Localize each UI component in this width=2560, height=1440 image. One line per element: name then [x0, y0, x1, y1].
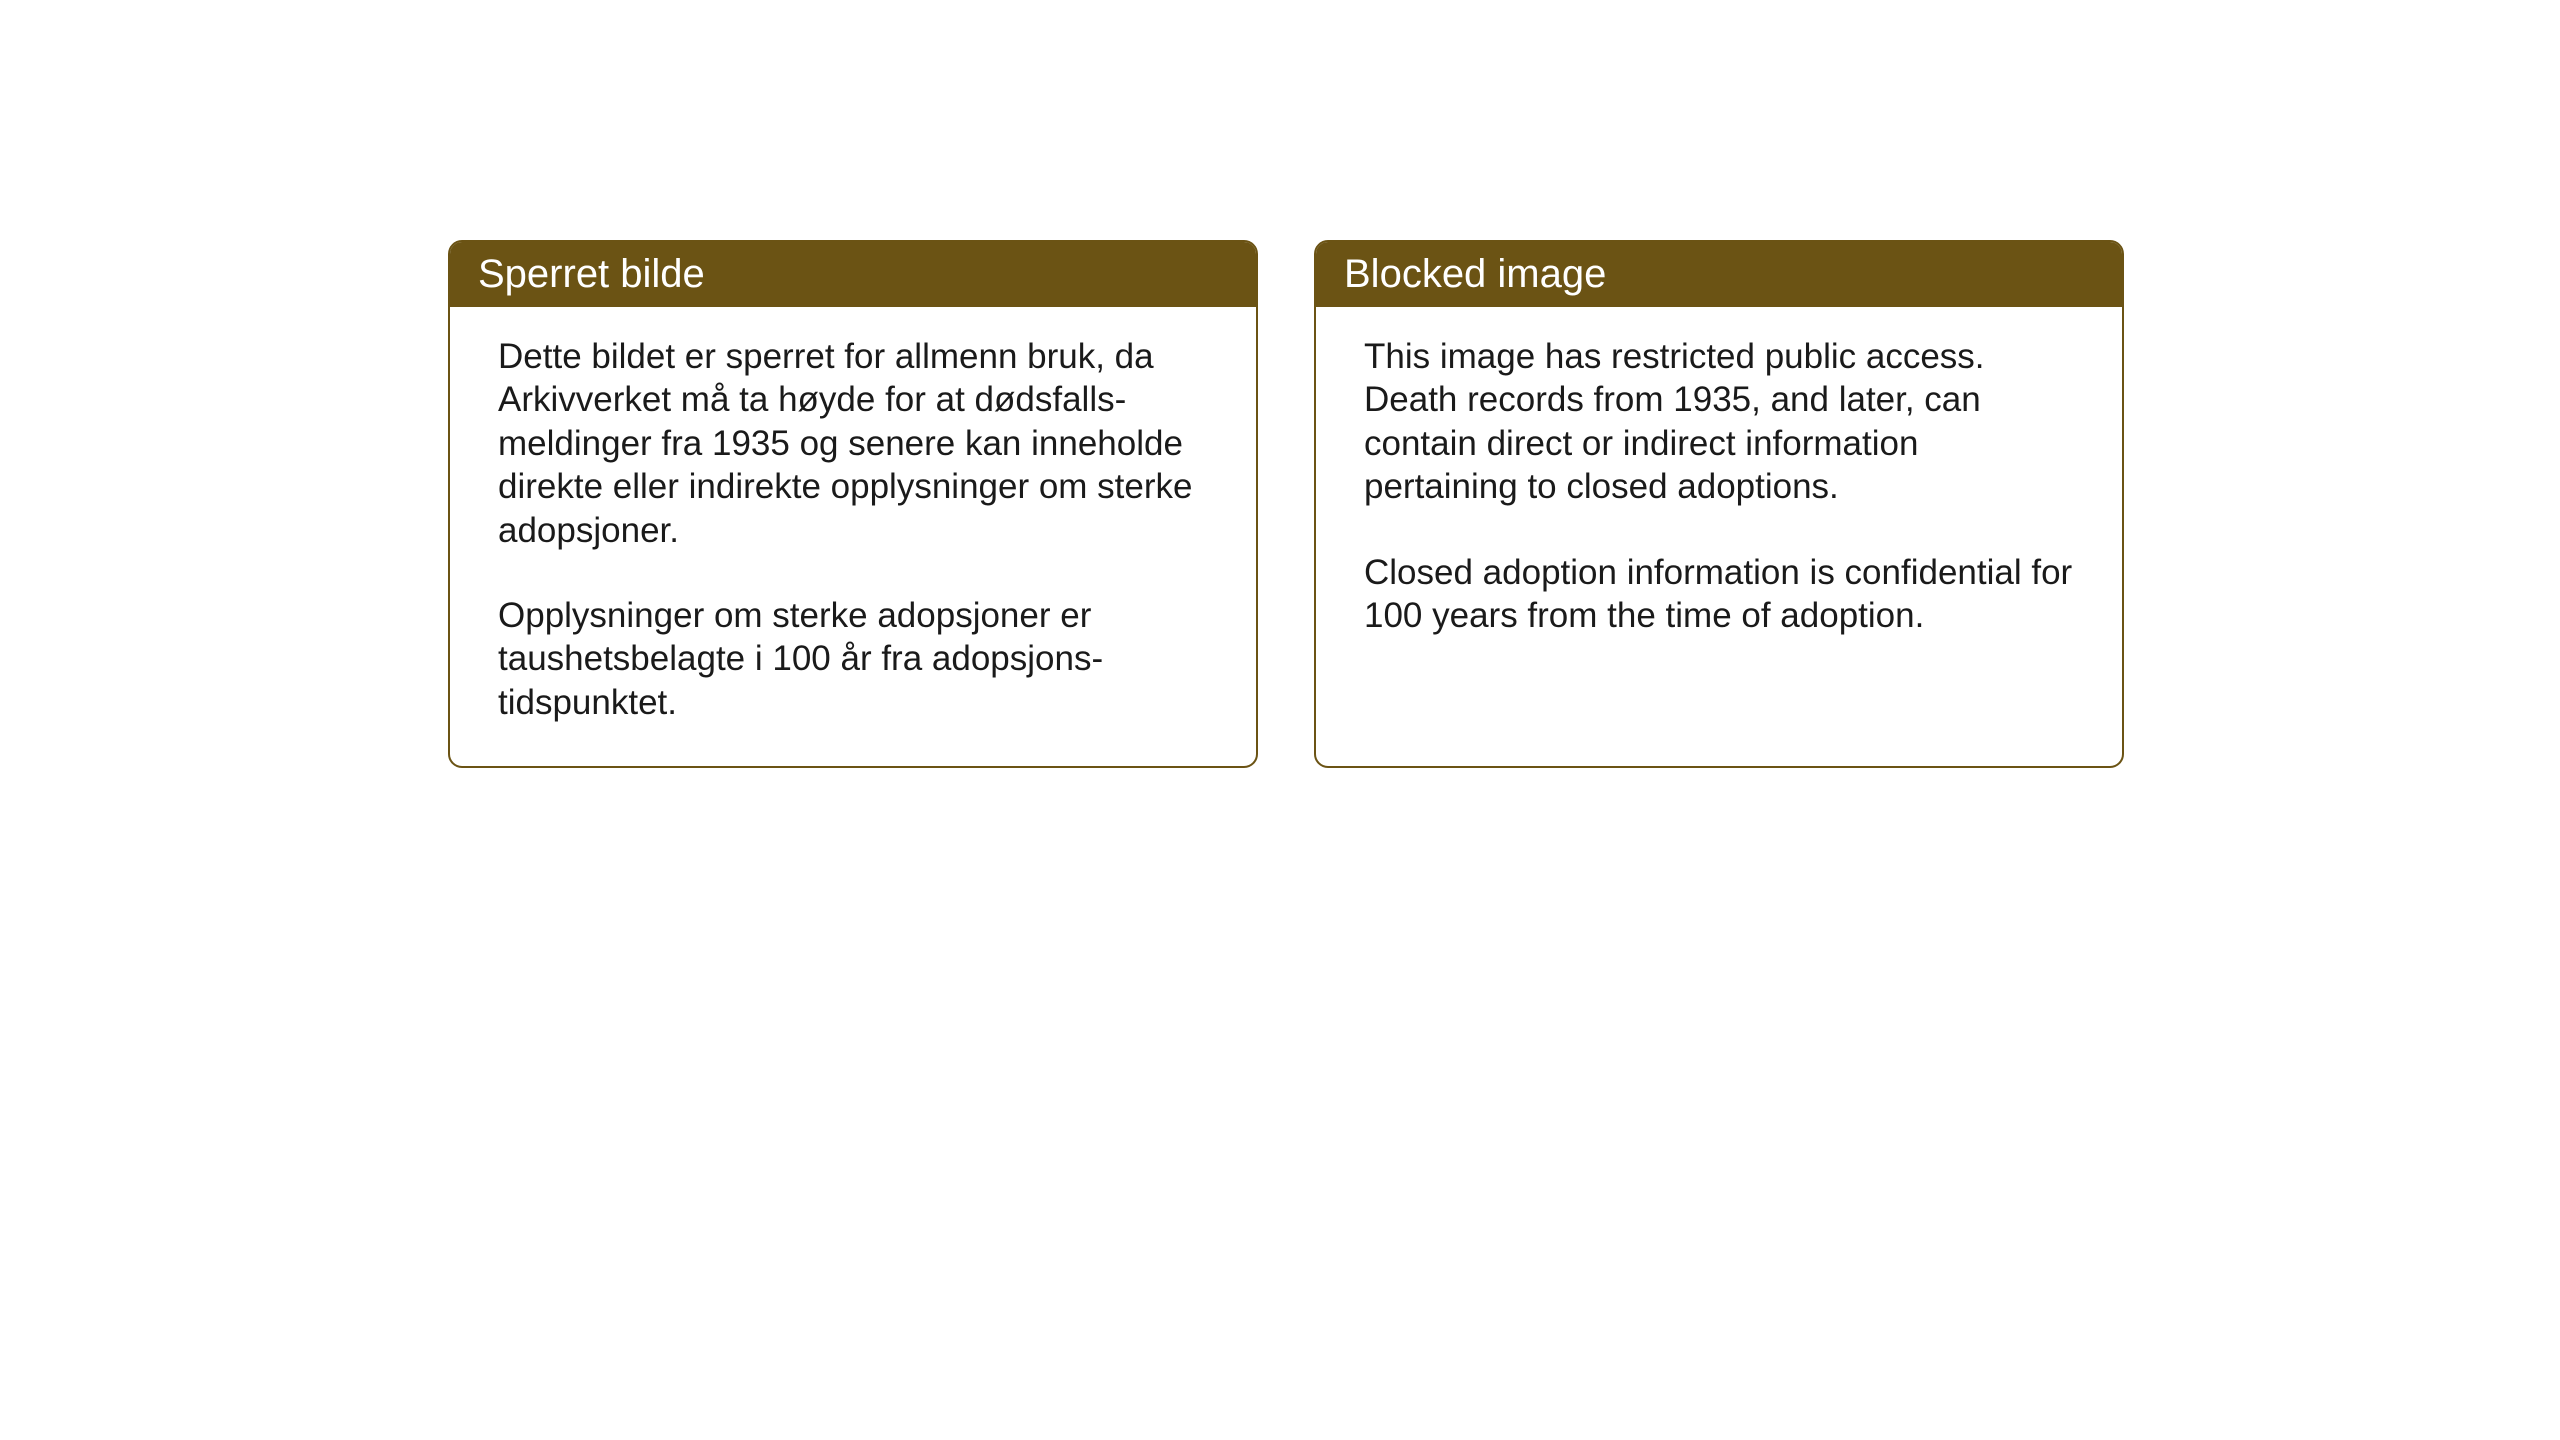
card-body-norwegian: Dette bildet er sperret for allmenn bruk… — [450, 307, 1256, 766]
notice-card-norwegian: Sperret bilde Dette bildet er sperret fo… — [448, 240, 1258, 768]
notice-cards-container: Sperret bilde Dette bildet er sperret fo… — [448, 240, 2124, 768]
card-title: Blocked image — [1344, 252, 1606, 296]
card-paragraph-2: Closed adoption information is confident… — [1364, 551, 2074, 638]
card-header-norwegian: Sperret bilde — [450, 242, 1256, 307]
card-body-english: This image has restricted public access.… — [1316, 307, 2122, 679]
card-title: Sperret bilde — [478, 252, 705, 296]
card-header-english: Blocked image — [1316, 242, 2122, 307]
card-paragraph-1: This image has restricted public access.… — [1364, 335, 2074, 509]
card-paragraph-2: Opplysninger om sterke adopsjoner er tau… — [498, 594, 1208, 724]
card-paragraph-1: Dette bildet er sperret for allmenn bruk… — [498, 335, 1208, 552]
notice-card-english: Blocked image This image has restricted … — [1314, 240, 2124, 768]
